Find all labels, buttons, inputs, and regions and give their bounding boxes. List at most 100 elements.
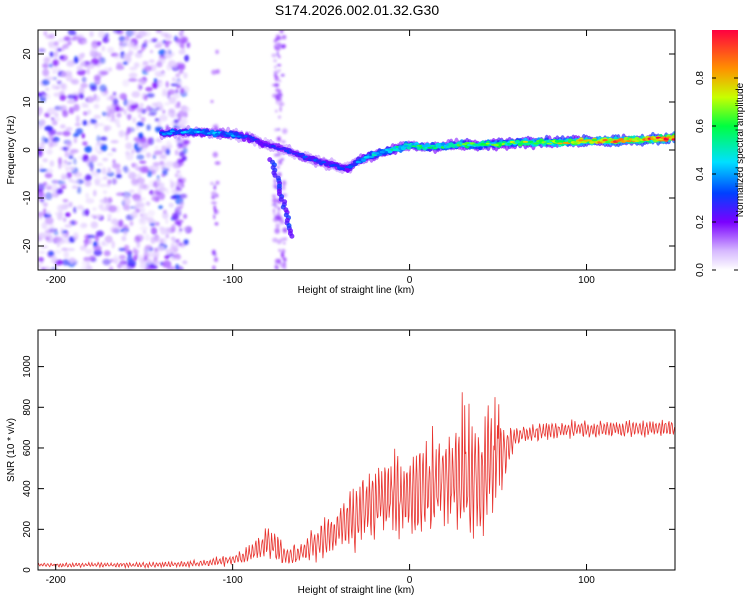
noise-blob xyxy=(141,79,146,85)
noise-blob xyxy=(112,228,119,234)
noise-blob xyxy=(155,42,161,48)
noise-blob xyxy=(79,69,87,74)
ridge-segment xyxy=(522,140,529,143)
noise-blob xyxy=(140,207,146,213)
noise-blob xyxy=(88,255,96,262)
noise-blob xyxy=(179,193,188,199)
noise-blob xyxy=(89,50,96,57)
noise-blob xyxy=(154,80,162,83)
noise-blob xyxy=(178,213,182,216)
noise-blob xyxy=(93,74,101,81)
noise-blob xyxy=(139,254,143,261)
ridge-segment xyxy=(334,164,340,167)
noise-blob xyxy=(273,213,276,216)
noise-blob xyxy=(162,237,167,245)
x-tick-label: 0 xyxy=(407,575,413,586)
noise-blob xyxy=(48,41,56,47)
noise-blob xyxy=(165,233,170,239)
noise-blob xyxy=(279,106,282,112)
noise-blob xyxy=(129,104,139,109)
noise-blob xyxy=(38,257,44,262)
noise-blob xyxy=(112,163,121,169)
noise-blob xyxy=(107,179,112,185)
noise-blob xyxy=(128,72,138,79)
ridge-segment xyxy=(533,142,539,145)
noise-blob xyxy=(48,251,55,257)
noise-blob xyxy=(71,180,79,184)
noise-blob xyxy=(177,181,181,187)
noise-blob xyxy=(273,178,277,184)
noise-blob xyxy=(161,173,166,177)
y-tick-label: 0 xyxy=(22,147,33,153)
noise-blob xyxy=(278,79,281,82)
noise-blob xyxy=(141,63,146,70)
noise-blob xyxy=(65,73,73,82)
noise-blob xyxy=(44,125,53,132)
noise-blob xyxy=(75,128,84,135)
noise-blob xyxy=(93,189,97,197)
noise-blob xyxy=(183,106,191,112)
noise-blob xyxy=(155,30,163,34)
ridge-segment xyxy=(655,136,661,139)
noise-blob xyxy=(111,240,115,249)
noise-blob xyxy=(274,75,279,82)
noise-blob xyxy=(61,71,67,78)
noise-blob xyxy=(106,96,111,101)
noise-blob xyxy=(147,137,152,144)
ridge-segment xyxy=(326,162,332,165)
noise-blob xyxy=(162,260,172,268)
noise-blob xyxy=(170,257,178,261)
x-tick-label: 0 xyxy=(407,275,413,286)
noise-blob xyxy=(280,73,285,77)
snr-y-axis: 0 200 400 600 800 1000 xyxy=(22,355,675,573)
noise-blob xyxy=(155,236,164,244)
noise-blob xyxy=(177,114,180,117)
snr-series-line xyxy=(38,392,675,570)
noise-blob xyxy=(138,132,144,140)
noise-blob xyxy=(49,160,55,167)
noise-blob xyxy=(137,50,143,54)
noise-blob xyxy=(89,118,97,124)
noise-blob xyxy=(179,242,182,246)
ridge-segment xyxy=(376,153,383,156)
noise-blob xyxy=(115,65,125,71)
noise-blob xyxy=(108,108,116,115)
noise-blob xyxy=(42,62,49,69)
noise-blob xyxy=(59,124,66,129)
noise-blob xyxy=(275,265,279,270)
noise-blob xyxy=(38,232,47,239)
noise-blob xyxy=(174,103,181,109)
ridge-segment xyxy=(339,167,345,171)
ridge-segment xyxy=(289,150,295,153)
noise-blob xyxy=(147,39,153,44)
noise-blob xyxy=(131,162,138,168)
noise-blob xyxy=(127,51,133,57)
noise-blob xyxy=(154,146,159,150)
noise-blob xyxy=(181,30,184,33)
noise-blob xyxy=(280,158,285,161)
noise-blob xyxy=(46,210,51,215)
noise-blob xyxy=(278,89,282,93)
noise-blob xyxy=(38,147,42,155)
ridge-segment xyxy=(546,142,553,145)
noise-blob xyxy=(171,224,176,233)
noise-blob xyxy=(50,184,58,192)
noise-blob xyxy=(272,208,276,213)
noise-blob xyxy=(99,57,106,64)
noise-blob xyxy=(62,199,69,203)
noise-blob xyxy=(64,212,71,217)
noise-blob xyxy=(99,84,107,92)
noise-blob xyxy=(271,53,277,58)
noise-blob xyxy=(146,258,154,264)
noise-blob xyxy=(78,93,84,99)
noise-blob xyxy=(104,235,113,244)
noise-blob xyxy=(172,161,179,169)
spectrogram-x-axis: -200 -100 0 100 xyxy=(46,30,595,286)
ridge-segment xyxy=(400,146,406,149)
noise-blob xyxy=(131,149,135,154)
noise-blob xyxy=(277,215,283,222)
noise-blob xyxy=(159,114,168,122)
noise-blob xyxy=(38,107,43,115)
snr-x-label: Height of straight line (km) xyxy=(298,585,415,596)
